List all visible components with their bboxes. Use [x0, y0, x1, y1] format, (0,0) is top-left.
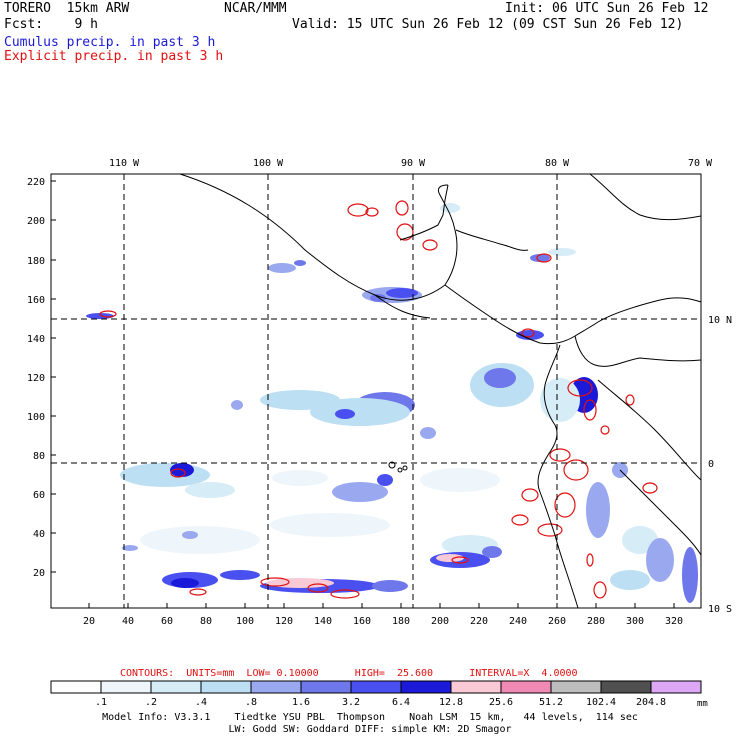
top-axis-label: 100 W	[253, 158, 284, 169]
colorbar-swatch	[650, 680, 702, 694]
colorbar-tick-label: 51.2	[539, 697, 563, 708]
colorbar-swatch	[450, 680, 502, 694]
left-axis-label: 140	[27, 334, 45, 345]
model-info-line1: Model Info: V3.3.1 Tiedtke YSU PBL Thomp…	[102, 712, 638, 723]
colorbar-tick-label: 1.6	[292, 697, 310, 708]
colorbar-unit: mm	[697, 699, 708, 709]
model-info-line2: LW: Godd SW: Goddard DIFF: simple KM: 2D…	[228, 724, 512, 735]
bottom-axis-label: 220	[470, 616, 488, 627]
top-axis-label: 80 W	[545, 158, 570, 169]
bottom-axis-label: 140	[314, 616, 332, 627]
bottom-axis-label: 180	[392, 616, 410, 627]
right-axis-label: 10 S	[708, 604, 732, 615]
lat-lon-grid	[51, 174, 701, 608]
bottom-axis-label: 240	[509, 616, 527, 627]
left-axis-label: 120	[27, 373, 45, 384]
bottom-axis-label: 120	[275, 616, 293, 627]
colorbar-swatch	[250, 680, 302, 694]
bottom-axis-label: 20	[83, 616, 95, 627]
left-axis-label: 160	[27, 295, 45, 306]
colorbar-swatch	[500, 680, 552, 694]
colorbar-tick-label: 3.2	[342, 697, 360, 708]
left-axis-label: 100	[27, 412, 45, 423]
coastlines	[179, 173, 702, 609]
colorbar-swatch	[400, 680, 452, 694]
model-title: TORERO 15km ARW	[4, 1, 130, 16]
colorbar-swatch	[150, 680, 202, 694]
bottom-axis-label: 280	[587, 616, 605, 627]
contours-info: CONTOURS: UNITS=mm LOW= 0.10000 HIGH= 25…	[120, 668, 578, 679]
forecast-hour: Fcst: 9 h	[4, 17, 98, 32]
top-axis-label: 70 W	[688, 158, 713, 169]
left-axis-label: 40	[33, 529, 45, 540]
top-axis-label: 90 W	[401, 158, 426, 169]
colorbar-swatch	[300, 680, 352, 694]
colorbar-swatch	[100, 680, 152, 694]
colorbar-swatch	[50, 680, 102, 694]
colorbar-swatch	[550, 680, 602, 694]
left-axis-label: 60	[33, 490, 45, 501]
colorbar-tick-label: .8	[245, 697, 257, 708]
left-axis-label: 180	[27, 256, 45, 267]
colorbar-tick-label: 12.8	[439, 697, 463, 708]
colorbar-tick-label: .1	[95, 697, 107, 708]
bottom-axis-label: 160	[353, 616, 371, 627]
colorbar-swatch	[350, 680, 402, 694]
bottom-axis-label: 100	[236, 616, 254, 627]
top-axis-label: 110 W	[109, 158, 140, 169]
colorbar-tick-label: .2	[145, 697, 157, 708]
right-axis-label: 0	[708, 459, 714, 470]
explicit-precip-contours	[99, 200, 658, 599]
colorbar-swatch	[200, 680, 252, 694]
field-label-cumulus: Cumulus precip. in past 3 h	[4, 35, 216, 50]
colorbar-tick-label: 204.8	[636, 697, 666, 708]
bottom-axis-label: 320	[665, 616, 683, 627]
bottom-axis-label: 40	[122, 616, 134, 627]
colorbar-tick-label: 6.4	[392, 697, 410, 708]
bottom-axis-label: 300	[626, 616, 644, 627]
init-time: Init: 06 UTC Sun 26 Feb 12	[505, 1, 709, 16]
field-label-explicit: Explicit precip. in past 3 h	[4, 49, 224, 64]
colorbar-tick-label: .4	[195, 697, 207, 708]
bottom-axis-label: 260	[548, 616, 566, 627]
left-axis-label: 200	[27, 216, 45, 227]
colorbar-tick-label: 102.4	[586, 697, 616, 708]
right-axis-label: 10 N	[708, 315, 732, 326]
bottom-axis-label: 80	[200, 616, 212, 627]
left-axis-label: 80	[33, 451, 45, 462]
valid-time: Valid: 15 UTC Sun 26 Feb 12 (09 CST Sun …	[292, 17, 684, 32]
bottom-axis-label: 60	[161, 616, 173, 627]
colorbar-swatch	[600, 680, 652, 694]
organization-label: NCAR/MMM	[224, 1, 287, 16]
bottom-axis-label: 200	[431, 616, 449, 627]
colorbar	[50, 680, 702, 694]
colorbar-tick-label: 25.6	[489, 697, 513, 708]
left-axis-label: 220	[27, 177, 45, 188]
cumulus-precip-shading	[86, 203, 698, 603]
left-axis-label: 20	[33, 568, 45, 579]
